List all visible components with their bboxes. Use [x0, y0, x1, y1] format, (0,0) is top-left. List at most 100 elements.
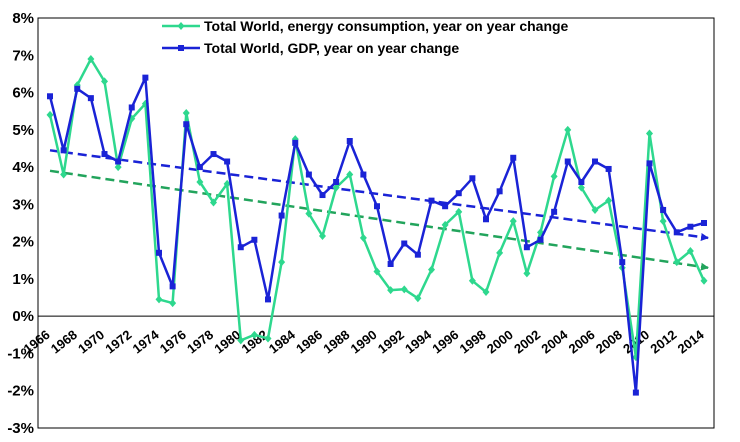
data-point: [401, 240, 408, 247]
data-point: [373, 267, 381, 276]
x-tick-label: 1976: [157, 327, 189, 357]
y-tick-label: 7%: [12, 47, 34, 64]
x-tick-label: 2008: [593, 327, 625, 357]
data-point: [333, 179, 340, 185]
data-point: [646, 160, 653, 167]
data-point: [455, 190, 462, 197]
data-point: [278, 258, 286, 267]
y-tick-label: 8%: [12, 10, 34, 27]
x-tick-label: 1998: [457, 327, 489, 357]
legend-label: Total World, GDP, year on year change: [204, 40, 459, 56]
y-tick-label: 0%: [12, 308, 34, 325]
x-tick-label: 2012: [647, 327, 679, 357]
data-point: [47, 93, 53, 100]
trendlines: [49, 149, 709, 271]
data-point: [319, 192, 326, 199]
data-point: [387, 286, 395, 295]
legend-label: Total World, energy consumption, year on…: [204, 18, 569, 34]
data-point: [578, 179, 585, 185]
x-tick-label: 1990: [348, 327, 380, 357]
data-point: [550, 172, 558, 181]
x-tick-label: 1988: [320, 327, 352, 357]
data-point: [265, 296, 271, 303]
legend-item: Total World, energy consumption, year on…: [162, 18, 569, 34]
data-point: [605, 196, 613, 205]
data-point: [87, 55, 95, 63]
y-tick-label: -2%: [7, 383, 34, 400]
data-point: [482, 287, 490, 296]
data-point: [523, 269, 531, 278]
data-point: [496, 188, 503, 195]
data-point: [469, 175, 476, 182]
data-point: [74, 85, 81, 92]
data-point: [346, 170, 354, 179]
y-tick-label: 1%: [12, 271, 34, 288]
data-point: [428, 265, 435, 274]
data-point: [210, 198, 217, 207]
data-point: [619, 259, 626, 266]
series-group: [47, 74, 707, 396]
data-point: [223, 179, 231, 188]
legend-item: Total World, GDP, year on year change: [162, 40, 459, 56]
data-point: [686, 246, 694, 255]
data-point: [278, 212, 285, 219]
data-point: [701, 220, 707, 226]
data-point: [700, 276, 708, 285]
data-point: [428, 197, 435, 204]
data-point: [564, 125, 572, 134]
data-point: [442, 203, 449, 210]
data-point: [660, 206, 667, 213]
x-tick-label: 1970: [75, 327, 107, 357]
legend-swatch-marker: [178, 45, 184, 51]
x-tick-label: 2006: [566, 327, 598, 357]
x-tick-label: 1978: [184, 327, 216, 357]
x-tick-label: 1992: [375, 327, 407, 357]
data-point: [632, 389, 639, 396]
data-point: [646, 129, 653, 138]
data-point: [196, 164, 203, 171]
data-point: [114, 163, 122, 172]
data-point: [142, 74, 149, 81]
x-tick-label: 1994: [402, 326, 435, 356]
data-point: [115, 158, 122, 165]
data-point: [251, 236, 258, 243]
data-point: [155, 295, 163, 304]
x-tick-label: 2014: [675, 326, 708, 356]
data-point: [156, 249, 162, 256]
legend-swatch-marker: [177, 22, 185, 30]
data-point: [592, 158, 598, 165]
x-tick-label: 1972: [102, 327, 134, 357]
y-tick-label: 4%: [12, 159, 34, 176]
series: [46, 55, 708, 396]
y-tick-label: 2%: [12, 234, 34, 251]
data-point: [577, 183, 585, 192]
data-point: [305, 171, 312, 178]
data-point: [60, 170, 68, 179]
data-point: [264, 334, 272, 343]
x-tick-label: 2004: [538, 326, 571, 356]
x-tick-label: 1986: [293, 327, 325, 357]
data-point: [346, 138, 353, 144]
data-point: [169, 283, 176, 290]
data-point: [128, 104, 135, 111]
data-point: [210, 151, 217, 158]
data-point: [400, 285, 408, 294]
data-point: [305, 209, 313, 218]
data-point: [237, 244, 244, 251]
data-point: [605, 165, 612, 172]
data-point: [292, 139, 299, 146]
data-point: [101, 77, 108, 86]
data-point: [523, 244, 530, 251]
data-point: [441, 220, 449, 229]
data-point: [183, 121, 190, 128]
data-point: [687, 223, 694, 230]
data-point: [360, 171, 367, 178]
y-tick-label: 6%: [12, 85, 34, 102]
data-point: [673, 258, 681, 267]
x-tick-label: 1968: [48, 327, 80, 357]
data-point: [510, 154, 517, 161]
data-point: [46, 110, 54, 119]
y-tick-label: -3%: [7, 420, 34, 437]
data-point: [319, 232, 326, 241]
